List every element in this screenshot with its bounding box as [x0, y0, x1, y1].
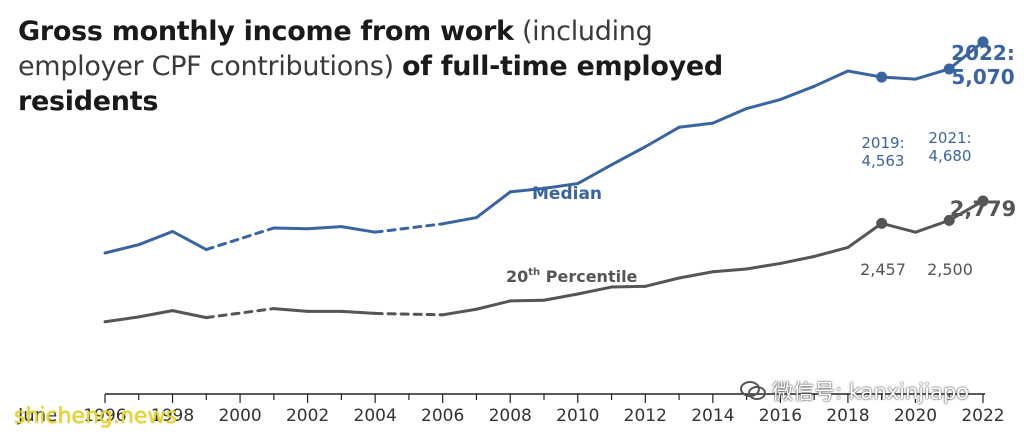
p20-segment [880, 221, 917, 234]
title-bold-2: of full-time employed residents [18, 51, 723, 117]
median-segment [610, 145, 647, 167]
median-segment [204, 226, 276, 252]
x-tick-label: 2002 [286, 406, 329, 426]
chart-title: Gross monthly income from work (includin… [18, 14, 738, 119]
x-tick-label: 2008 [489, 406, 532, 426]
median-annotation-2019: 2019: 4,563 [861, 134, 904, 170]
median-segment [745, 98, 782, 111]
median-segment [846, 69, 884, 79]
median-segment [441, 216, 478, 226]
median-segment [643, 125, 681, 149]
x-axis-label: June: [17, 405, 63, 426]
p20-segment [846, 221, 884, 249]
median-segment [778, 84, 816, 102]
p20-annotation-2021: 2,500 [927, 260, 973, 279]
p20-segment [474, 299, 512, 311]
watermark-right: 微信号: kanxinjiapo [740, 376, 969, 406]
p20-segment [913, 218, 951, 234]
p20-segment [711, 267, 749, 274]
median-segment [339, 225, 377, 234]
median-segment [677, 121, 715, 129]
p20-segment [947, 199, 985, 222]
p20-segment [373, 311, 445, 317]
median-point [943, 63, 955, 75]
p20-segment [542, 292, 580, 302]
p20-series-label: 20th Percentile [506, 267, 638, 286]
x-tick-label: 2014 [691, 406, 734, 426]
p20-segment [508, 298, 546, 303]
p20-segment [812, 245, 850, 258]
watermark-right-text: 微信号: kanxinjiapo [772, 380, 970, 404]
median-segment [812, 69, 850, 88]
median-annotation-2021: 2021: 4,680 [928, 129, 971, 165]
p20-annotation-2022: 2,779 [950, 197, 1016, 221]
title-normal: (including employer CPF contributions) [18, 16, 653, 82]
median-segment [947, 40, 985, 71]
median-segment [542, 182, 580, 190]
p20-segment [677, 270, 715, 280]
p20-segment [643, 276, 681, 288]
wechat-icon [740, 381, 766, 401]
x-tick-label: 2010 [556, 406, 599, 426]
x-tick-label: 2004 [354, 406, 397, 426]
p20-segment [745, 261, 782, 271]
x-tick-label: 2016 [759, 406, 802, 426]
p20-annotation-2019: 2,457 [860, 260, 906, 279]
p20-point [876, 217, 888, 229]
median-series-label: Median [532, 184, 602, 204]
median-segment [508, 186, 546, 194]
median-point [876, 71, 888, 83]
x-tick-label: 2020 [894, 406, 937, 426]
p20-point [943, 214, 955, 226]
p20-segment [137, 309, 175, 319]
p20-segment [778, 254, 816, 265]
median-segment [103, 243, 141, 255]
median-segment [306, 225, 343, 231]
median-segment [171, 229, 208, 252]
median-segment [576, 163, 614, 186]
x-tick-label: 2006 [421, 406, 464, 426]
p20-segment [103, 315, 141, 324]
median-segment [880, 75, 917, 81]
median-point [977, 36, 989, 48]
x-tick-label: 2012 [624, 406, 667, 426]
x-tick-label: 2000 [218, 406, 261, 426]
title-bold-1: Gross monthly income from work [18, 16, 514, 47]
median-segment [474, 190, 512, 220]
x-tick-label: 1996 [83, 406, 126, 426]
p20-segment [441, 307, 478, 317]
x-tick-label: 1998 [151, 406, 194, 426]
watermark-left: shicheng.news [14, 404, 177, 429]
p20-segment [339, 309, 377, 315]
p20-segment [610, 284, 647, 289]
x-tick-label: 2018 [826, 406, 869, 426]
p20-segment [272, 307, 310, 313]
median-segment [373, 222, 445, 234]
median-annotation-2022: 2022: 5,070 [951, 41, 1015, 89]
p20-segment [204, 307, 276, 320]
median-segment [272, 226, 310, 231]
median-segment [711, 107, 749, 125]
median-segment [137, 229, 175, 247]
p20-segment [576, 285, 614, 296]
p20-point [977, 195, 989, 207]
p20-segment [171, 309, 208, 320]
median-segment [913, 67, 951, 81]
x-tick-label: 2022 [961, 406, 1004, 426]
